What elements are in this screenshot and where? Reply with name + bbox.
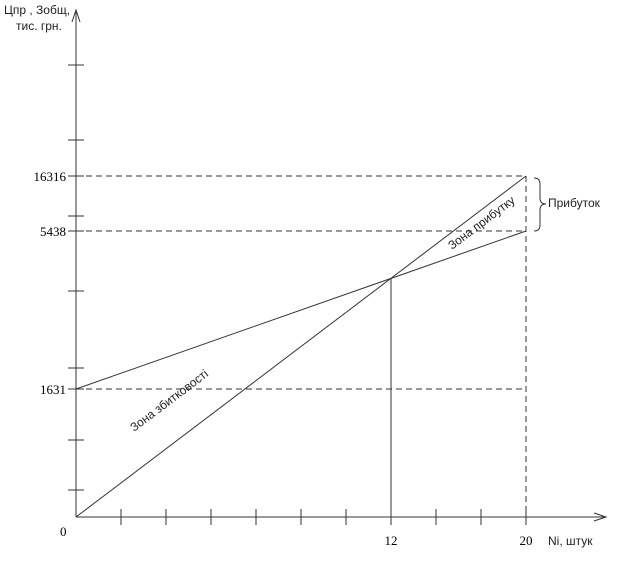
profit-brace xyxy=(533,177,547,232)
y-axis-title: тис. грн. xyxy=(16,19,62,33)
y-label: 1631 xyxy=(40,382,66,397)
origin-label: 0 xyxy=(60,524,67,539)
y-ticks xyxy=(68,64,84,491)
revenue-line xyxy=(75,175,527,518)
x-label: 20 xyxy=(520,533,533,548)
x-arrow xyxy=(593,512,608,522)
y-axis-title: Цпр , Зобщ, xyxy=(4,3,70,17)
y-label: 16316 xyxy=(34,169,67,184)
cost-line xyxy=(75,230,527,390)
y-arrow xyxy=(71,8,81,23)
profit-zone-label: Зона прибутку xyxy=(445,193,517,252)
profit-label: Прибуток xyxy=(548,196,601,210)
y-label: 5438 xyxy=(40,224,66,239)
x-label: 12 xyxy=(385,533,398,548)
x-axis-title: Ni, штук xyxy=(548,534,593,548)
